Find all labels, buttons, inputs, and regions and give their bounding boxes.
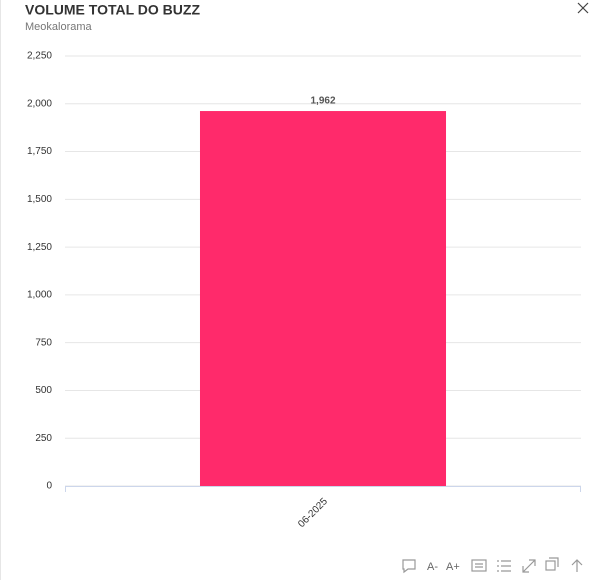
plot-area: 0 250 500 750 1,000 1,250 1,500 1,750 2,000 2,250… xyxy=(27,51,581,530)
y-tick-label: 2,000 xyxy=(27,98,52,109)
table-icon-lines xyxy=(475,563,483,568)
y-tick-label: 750 xyxy=(35,337,52,348)
y-tick-label: 250 xyxy=(35,433,52,444)
chart-title: VOLUME TOTAL DO BUZZ xyxy=(25,2,200,18)
y-tick-label: 1,250 xyxy=(27,242,52,253)
expand-icon[interactable] xyxy=(522,559,536,573)
y-tick-label: 1,500 xyxy=(27,194,52,205)
y-tick-label: 2,250 xyxy=(27,51,52,62)
font-decrease-button[interactable]: A- xyxy=(427,561,438,573)
comment-icon[interactable] xyxy=(402,559,416,574)
close-button[interactable] xyxy=(577,2,589,14)
data-label: 1,962 xyxy=(310,96,335,107)
up-icon[interactable] xyxy=(571,559,583,572)
chart-subtitle: Meokalorama xyxy=(25,21,93,33)
bar xyxy=(199,111,447,486)
copy-icon-back xyxy=(549,557,559,567)
y-tick-label: 1,000 xyxy=(27,290,52,301)
font-increase-button[interactable]: A+ xyxy=(446,561,460,573)
table-icon[interactable] xyxy=(471,559,487,572)
copy-icon[interactable] xyxy=(545,560,556,571)
y-tick-label: 0 xyxy=(46,481,52,492)
y-tick-label: 500 xyxy=(35,385,52,396)
x-tick-label: 06-2025 xyxy=(296,496,330,530)
list-icon[interactable] xyxy=(497,560,511,572)
y-tick-label: 1,750 xyxy=(27,146,52,157)
toolbar xyxy=(402,557,583,574)
